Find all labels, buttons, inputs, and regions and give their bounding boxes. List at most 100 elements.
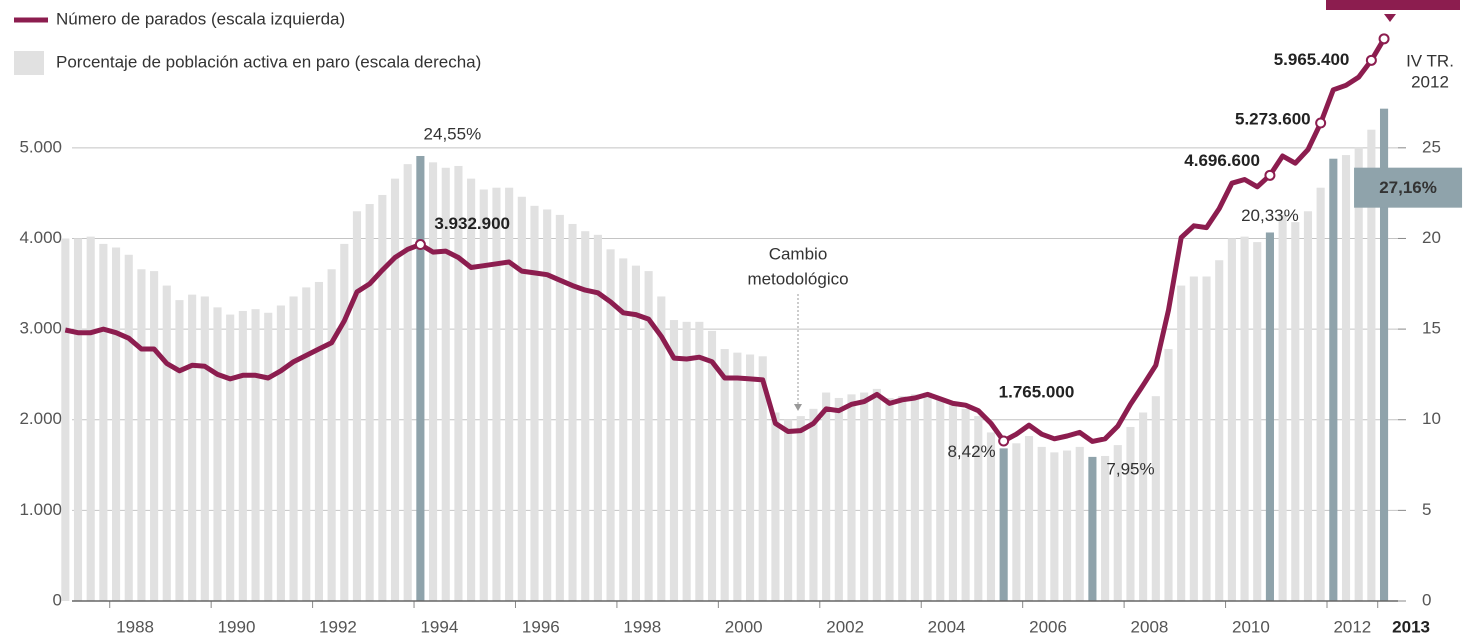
bar: [707, 330, 717, 601]
point-marker: [1365, 54, 1377, 66]
bar: [1139, 412, 1148, 601]
bar: [1341, 155, 1351, 602]
bar: [73, 238, 83, 601]
bar: [390, 178, 400, 601]
bar: [1329, 158, 1338, 601]
bar: [872, 388, 881, 601]
y-tick-label: 2.000: [19, 409, 62, 428]
bar: [289, 296, 298, 601]
bar: [910, 394, 919, 601]
bar: [137, 269, 146, 601]
bar: [1202, 276, 1211, 601]
bar: [745, 354, 755, 601]
annotation: metodológico: [747, 269, 848, 288]
bar: [150, 271, 159, 601]
bar: [314, 281, 323, 601]
bar: [1113, 445, 1122, 601]
value-label: 24,55%: [424, 124, 482, 143]
bar: [200, 296, 209, 601]
bar: [61, 238, 70, 601]
bar: [733, 352, 742, 601]
bar: [1215, 260, 1224, 601]
legend-label: Porcentaje de población activa en paro (…: [56, 52, 481, 71]
bar: [365, 204, 374, 601]
bar: [213, 307, 222, 601]
point-marker: [1378, 33, 1390, 45]
bar: [543, 209, 552, 601]
bar: [327, 269, 336, 601]
bar: [885, 397, 894, 601]
bar: [454, 165, 463, 601]
bar: [771, 412, 780, 601]
bar: [847, 394, 856, 601]
bar: [1265, 232, 1274, 602]
bar: [1303, 211, 1313, 601]
bar: [429, 162, 438, 602]
line: [64, 37, 1387, 444]
x-tick-label: 1992: [319, 617, 357, 636]
point-marker: [414, 239, 426, 251]
bar: [112, 247, 121, 601]
bar: [1024, 436, 1034, 601]
bar: [860, 392, 869, 601]
bar: [682, 321, 691, 601]
y2-tick-label: 15: [1422, 319, 1441, 338]
bar: [302, 287, 311, 601]
x-tick-label: 2000: [725, 617, 763, 636]
x-tick-label: 2010: [1232, 617, 1270, 636]
bar: [1189, 276, 1198, 601]
bar: [403, 164, 412, 601]
x-tick-label: 1994: [420, 617, 458, 636]
bar: [530, 205, 539, 602]
bar: [568, 223, 577, 601]
value-label: 5.273.600: [1235, 110, 1311, 129]
bar: [251, 309, 260, 601]
bar: [961, 408, 970, 601]
x-tick-label: 2013: [1392, 617, 1430, 636]
bar: [276, 305, 285, 601]
y-tick-label: 1.000: [19, 500, 62, 519]
bar: [505, 187, 514, 601]
value-label: 5.965.400: [1274, 50, 1350, 69]
x-tick-label: 2008: [1131, 617, 1169, 636]
bar: [517, 196, 526, 601]
y2-tick-label: 0: [1422, 590, 1431, 609]
legend-label: Número de parados (escala izquierda): [56, 9, 345, 28]
bar: [593, 234, 602, 602]
bar: [1062, 450, 1072, 601]
bar: [986, 432, 996, 601]
bar: [378, 194, 387, 601]
bar: [352, 211, 362, 601]
bar: [416, 155, 425, 601]
bar: [1278, 214, 1287, 601]
bar: [1012, 443, 1021, 601]
x-tick-label: 2004: [928, 617, 966, 636]
bar: [99, 243, 108, 601]
bar: [1075, 446, 1084, 601]
bar: [1240, 236, 1249, 601]
bar: [340, 243, 349, 601]
bar: [999, 448, 1008, 601]
x-tick-label: 1996: [522, 617, 560, 636]
x-tick-label: 1998: [623, 617, 661, 636]
value-label: 3.932.900: [434, 214, 510, 233]
bar: [175, 300, 184, 601]
bar: [188, 294, 197, 601]
value-label: 7,95%: [1106, 459, 1154, 478]
bar: [1253, 242, 1262, 602]
bar: [936, 399, 945, 601]
value-label: 27,16%: [1379, 178, 1437, 197]
x-tick-label: 1990: [218, 617, 256, 636]
badge-pointer: [1384, 14, 1396, 22]
value-label: 1.765.000: [999, 383, 1075, 402]
bar: [631, 265, 640, 601]
point-marker: [1264, 169, 1276, 181]
bar: [758, 356, 767, 601]
bar: [923, 392, 932, 601]
bar: [226, 314, 235, 601]
y2-tick-label: 5: [1422, 500, 1431, 519]
bar: [86, 236, 95, 601]
bar: [124, 254, 133, 601]
bar: [1354, 147, 1363, 602]
